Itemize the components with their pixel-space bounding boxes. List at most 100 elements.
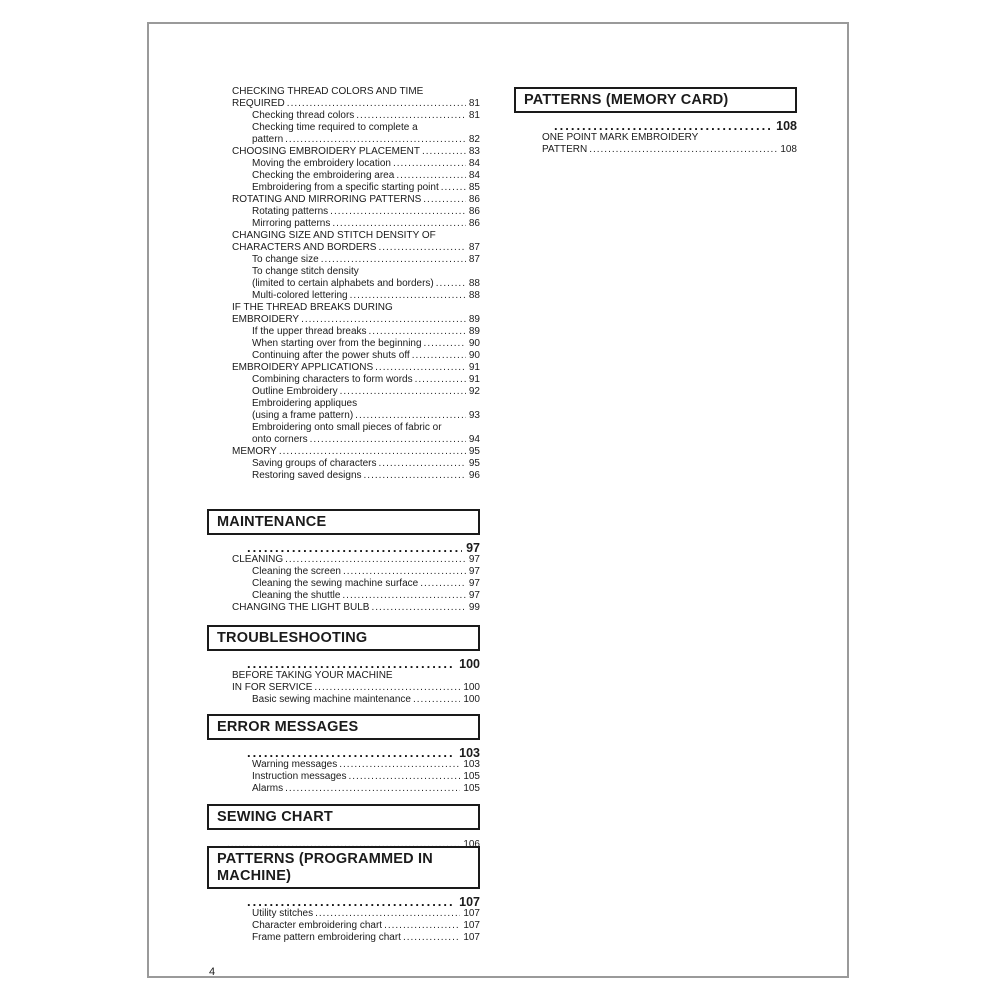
toc-entry-line: CHECKING THREAD COLORS AND TIME: [232, 86, 480, 98]
toc-entry-label: To change size: [252, 254, 319, 265]
toc-entry-label: Embroidering appliques: [252, 398, 358, 409]
toc-entry-label: Instruction messages: [252, 771, 347, 782]
section-entries: BEFORE TAKING YOUR MACHINE IN FOR SERVICE…: [232, 670, 480, 706]
leader-dots: [285, 783, 460, 795]
toc-entry: Frame pattern embroidering chart 107: [252, 932, 480, 944]
toc-entry-line: Embroidering onto small pieces of fabric…: [252, 422, 480, 434]
toc-entry: When starting over from the beginning 90: [252, 338, 480, 350]
toc-entry-line: IF THE THREAD BREAKS DURING: [232, 302, 480, 314]
toc-entry-page: 97: [468, 554, 480, 565]
toc-entry: Instruction messages 105: [252, 771, 480, 783]
toc-entry-page: 82: [468, 134, 480, 145]
toc-entry: Saving groups of characters 95: [252, 458, 480, 470]
toc-entry: Combining characters to form words 91: [252, 374, 480, 386]
leader-dots: [343, 566, 466, 578]
toc-entry-label: Warning messages: [252, 759, 338, 770]
toc-entry: Warning messages 103: [252, 759, 480, 771]
toc-entry-label: CHOOSING EMBROIDERY PLACEMENT: [232, 146, 420, 157]
toc-entry-line: BEFORE TAKING YOUR MACHINE: [232, 670, 480, 682]
toc-entry-label: Restoring saved designs: [252, 470, 362, 481]
leader-dots: [371, 602, 465, 614]
toc-entry-label: Embroidering from a specific starting po…: [252, 182, 439, 193]
toc-entry-page: 97: [468, 566, 480, 577]
toc-entry-label: Checking thread colors: [252, 110, 355, 121]
toc-entry: CHANGING THE LIGHT BULB 99: [232, 602, 480, 614]
toc-entry: Character embroidering chart 107: [252, 920, 480, 932]
leader-dots: [378, 242, 465, 254]
toc-entry-page: 107: [463, 908, 480, 919]
section-page: 103: [459, 746, 480, 760]
leader-dots: [589, 144, 777, 156]
section-error-messages: ERROR MESSAGES 103 Warning messages103In…: [207, 714, 480, 795]
toc-entry-line: Embroidering from a specific starting po…: [252, 182, 480, 194]
toc-entry-line: If the upper thread breaks 89: [252, 326, 480, 338]
leader-dots: [355, 410, 466, 422]
toc-entry-page: 85: [468, 182, 480, 193]
toc-entry-page: 107: [463, 932, 480, 943]
toc-entry: Utility stitches 107: [252, 908, 480, 920]
toc-entry-page: 81: [468, 110, 480, 121]
section-title: ERROR MESSAGES: [217, 719, 359, 735]
toc-entry-label: ROTATING AND MIRRORING PATTERNS: [232, 194, 422, 205]
toc-entry: Cleaning the screen 97: [252, 566, 480, 578]
leader-dots: [420, 578, 466, 590]
section-title: MAINTENANCE: [217, 514, 327, 530]
leader-dots: [422, 146, 466, 158]
toc-entry-label: REQUIRED: [232, 98, 285, 109]
section-header-box: PATTERNS (PROGRAMMED IN MACHINE): [207, 846, 480, 889]
leader-dots: [285, 554, 466, 566]
toc-entry-page: 89: [468, 326, 480, 337]
toc-entry-label: IN FOR SERVICE: [232, 682, 313, 693]
toc-entry-line: Utility stitches 107: [252, 908, 480, 920]
toc-entry-line: Alarms 105: [252, 783, 480, 795]
toc-entry: Checking thread colors 81: [252, 110, 480, 122]
toc-entry-line: CHARACTERS AND BORDERS 87: [232, 242, 480, 254]
toc-entry-page: 91: [468, 374, 480, 385]
toc-entry-line: Checking time required to complete a: [252, 122, 480, 134]
leader-dots: [339, 759, 460, 771]
toc-entry-page: 91: [468, 362, 480, 373]
toc-entry: Checking the embroidering area 84: [252, 170, 480, 182]
toc-entry-line: Embroidering appliques: [252, 398, 480, 410]
toc-entry-page: 103: [463, 759, 480, 770]
toc-entry-label: BEFORE TAKING YOUR MACHINE: [232, 670, 393, 681]
leader-dots: [287, 98, 466, 110]
leader-dots: [423, 194, 466, 206]
toc-entry: ROTATING AND MIRRORING PATTERNS 86: [232, 194, 480, 206]
toc-entry-line: CHANGING SIZE AND STITCH DENSITY OF: [232, 230, 480, 242]
section-sewing-chart: SEWING CHART 106: [207, 804, 480, 850]
toc-entry-page: 90: [468, 338, 480, 349]
toc-entry-page: 86: [468, 206, 480, 217]
toc-entry: Outline Embroidery 92: [252, 386, 480, 398]
toc-entry: MEMORY 95: [232, 446, 480, 458]
toc-entry-label: pattern: [252, 134, 284, 145]
leader-dots: [301, 314, 466, 326]
section-page: 100: [459, 657, 480, 671]
toc-entry-label: Checking time required to complete a: [252, 122, 418, 133]
leader-dots: [384, 920, 460, 932]
toc-entry-label: Multi-colored lettering: [252, 290, 348, 301]
toc-entry-page: 105: [463, 783, 480, 794]
toc-entry-label: Embroidering onto small pieces of fabric…: [252, 422, 442, 433]
toc-entry-label: Cleaning the screen: [252, 566, 341, 577]
toc-entry: Embroidering appliques (using a frame pat…: [252, 398, 480, 422]
toc-entry-line: pattern 82: [252, 134, 480, 146]
toc-entry-line: ONE POINT MARK EMBROIDERY: [542, 132, 797, 144]
toc-entry-label: Utility stitches: [252, 908, 314, 919]
toc-entry-label: CLEANING: [232, 554, 284, 565]
toc-entry-line: Instruction messages 105: [252, 771, 480, 783]
leader-dots: [413, 694, 460, 706]
toc-entry-label: EMBROIDERY: [232, 314, 300, 325]
section-title: PATTERNS (PROGRAMMED IN MACHINE): [217, 851, 433, 884]
toc-entry-line: REQUIRED 81: [232, 98, 480, 110]
toc-entry-label: When starting over from the beginning: [252, 338, 422, 349]
toc-entry-line: To change size 87: [252, 254, 480, 266]
leader-dots: [356, 110, 466, 122]
leader-dots: [441, 182, 466, 194]
toc-entry-line: onto corners 94: [252, 434, 480, 446]
leader-dots: [396, 170, 466, 182]
toc-entry-label: Rotating patterns: [252, 206, 329, 217]
